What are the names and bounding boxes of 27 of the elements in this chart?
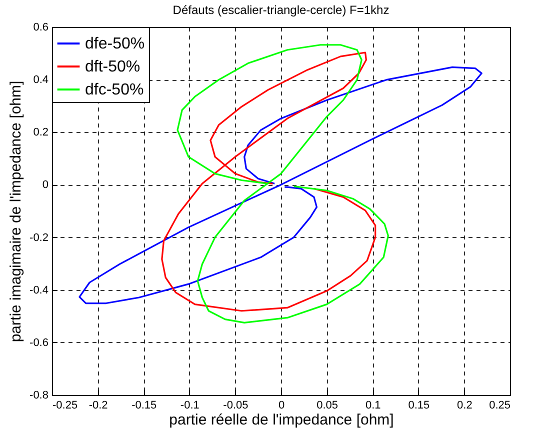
- y-tick-label: -0.4: [30, 284, 48, 296]
- x-tick-label: -0.15: [132, 400, 157, 412]
- x-tick-label: 0.05: [316, 400, 338, 412]
- legend-label: dft-50%: [85, 58, 140, 76]
- line-series: [161, 52, 376, 312]
- legend-label: dfc-50%: [85, 82, 144, 98]
- x-tick-label: 0.2: [457, 400, 472, 412]
- line-series: [176, 44, 389, 324]
- y-axis-title: partie imagimaire de l'impedance [ohm]: [8, 80, 25, 342]
- y-tick-label: 0.6: [33, 22, 48, 34]
- y-tick-label: 0: [42, 179, 48, 192]
- y-tick-label: 0.4: [33, 74, 48, 86]
- y-tick-label: 0.2: [33, 126, 48, 139]
- x-tick-label: -0.25: [52, 400, 78, 412]
- x-tick-label: -0.2: [88, 400, 108, 412]
- y-tick-label: -0.8: [30, 390, 48, 402]
- y-tick-label: -0.2: [30, 232, 48, 244]
- x-tick-label: 0.15: [408, 400, 430, 412]
- x-axis-title: partie réelle de l'impedance [ohm]: [169, 412, 394, 428]
- x-tick-label: 0.25: [489, 400, 510, 412]
- x-tick-label: -0.05: [223, 400, 248, 412]
- legend-label: dfe-50%: [85, 36, 145, 52]
- x-tick-label: 0: [278, 400, 285, 412]
- chart-title: Défauts (escalier-triangle-cercle) F=1khz: [172, 3, 390, 17]
- x-tick-label: 0.1: [365, 400, 381, 412]
- x-tick-label: -0.1: [180, 400, 200, 412]
- y-tick-label: -0.6: [30, 336, 48, 349]
